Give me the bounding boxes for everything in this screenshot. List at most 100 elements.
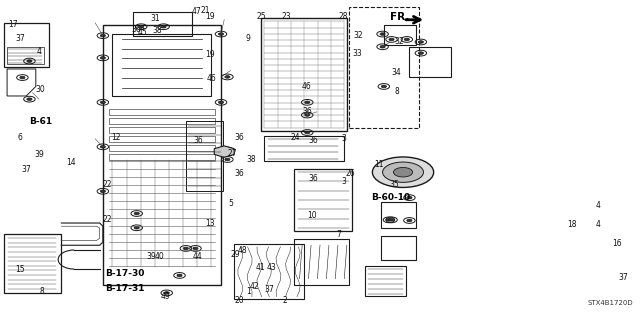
- Circle shape: [100, 56, 106, 59]
- Circle shape: [100, 190, 106, 193]
- Text: 14: 14: [66, 158, 76, 167]
- Circle shape: [380, 46, 385, 48]
- Bar: [103, 25, 221, 285]
- Text: 18: 18: [568, 220, 577, 229]
- Text: 40: 40: [155, 252, 164, 261]
- Bar: [381, 202, 416, 228]
- Circle shape: [27, 60, 32, 62]
- Circle shape: [134, 226, 140, 229]
- Bar: [133, 12, 191, 36]
- Text: 49: 49: [161, 292, 170, 300]
- Circle shape: [419, 41, 424, 43]
- Text: 3: 3: [342, 134, 347, 143]
- Text: 38: 38: [247, 155, 257, 164]
- Bar: [7, 47, 44, 64]
- Circle shape: [100, 101, 106, 104]
- Text: 47: 47: [192, 7, 202, 16]
- Text: 8: 8: [40, 287, 45, 296]
- Bar: [261, 18, 348, 131]
- Text: 35: 35: [390, 181, 399, 189]
- Text: 4: 4: [36, 47, 42, 56]
- Bar: [4, 234, 61, 293]
- Text: 36: 36: [234, 133, 244, 142]
- Text: 26: 26: [345, 169, 355, 178]
- Circle shape: [305, 131, 310, 134]
- Text: 36: 36: [308, 174, 319, 183]
- Text: 36: 36: [308, 136, 319, 145]
- Text: 36: 36: [302, 108, 312, 116]
- Text: 48: 48: [237, 246, 247, 255]
- Circle shape: [193, 247, 198, 250]
- Circle shape: [305, 101, 310, 104]
- Circle shape: [394, 167, 413, 177]
- Text: 19: 19: [205, 50, 214, 59]
- Text: B-17-30: B-17-30: [106, 269, 145, 278]
- Text: B-60-10: B-60-10: [371, 193, 410, 202]
- Text: 19: 19: [205, 12, 214, 21]
- Text: 4: 4: [595, 220, 600, 229]
- Bar: [410, 47, 451, 77]
- Text: 44: 44: [193, 252, 202, 261]
- Text: 24: 24: [291, 133, 301, 142]
- Circle shape: [389, 219, 394, 221]
- Circle shape: [404, 38, 410, 41]
- Text: 20: 20: [234, 296, 244, 305]
- Bar: [109, 136, 214, 142]
- Circle shape: [407, 219, 412, 222]
- Bar: [294, 169, 352, 231]
- Text: 37: 37: [21, 165, 31, 174]
- Bar: [264, 136, 344, 161]
- Text: 5: 5: [228, 199, 233, 208]
- Text: 23: 23: [282, 12, 291, 21]
- Circle shape: [372, 157, 434, 188]
- Bar: [234, 244, 304, 299]
- Bar: [365, 266, 406, 296]
- Text: 46: 46: [207, 74, 216, 83]
- Text: 9: 9: [245, 34, 250, 43]
- Text: 36: 36: [194, 136, 204, 145]
- Text: 41: 41: [256, 263, 266, 272]
- Text: 12: 12: [111, 133, 120, 142]
- Bar: [349, 7, 419, 128]
- Text: 17: 17: [9, 20, 19, 29]
- Text: 13: 13: [205, 219, 215, 227]
- Text: 27: 27: [228, 149, 237, 158]
- Circle shape: [419, 52, 424, 54]
- Text: 21: 21: [200, 6, 210, 15]
- Text: 39: 39: [34, 150, 44, 159]
- Bar: [381, 236, 416, 260]
- Circle shape: [225, 158, 230, 161]
- Text: 11: 11: [374, 160, 383, 169]
- Circle shape: [407, 196, 412, 199]
- Bar: [109, 109, 214, 115]
- Bar: [384, 25, 416, 45]
- Circle shape: [218, 101, 223, 104]
- Text: 4: 4: [595, 201, 600, 210]
- Circle shape: [164, 292, 170, 294]
- Circle shape: [139, 26, 144, 28]
- Text: 22: 22: [102, 181, 112, 189]
- Circle shape: [20, 76, 25, 79]
- Text: 28: 28: [339, 12, 348, 21]
- Circle shape: [380, 33, 385, 35]
- Text: 10: 10: [307, 211, 317, 219]
- Text: 34: 34: [392, 68, 401, 77]
- Circle shape: [218, 33, 223, 35]
- Text: 36: 36: [131, 25, 141, 34]
- Circle shape: [177, 274, 182, 277]
- Text: 8: 8: [394, 87, 399, 96]
- Text: 15: 15: [15, 264, 25, 274]
- Text: 42: 42: [250, 282, 259, 291]
- Text: 43: 43: [267, 263, 276, 272]
- Bar: [4, 23, 49, 67]
- Text: 45: 45: [138, 28, 147, 37]
- Text: 31: 31: [150, 14, 160, 23]
- Text: 7: 7: [337, 230, 342, 239]
- Text: 25: 25: [257, 12, 266, 21]
- Text: 38: 38: [152, 26, 162, 35]
- Bar: [109, 127, 214, 133]
- Bar: [109, 154, 214, 160]
- Circle shape: [134, 212, 140, 215]
- Circle shape: [100, 34, 106, 37]
- Bar: [109, 118, 214, 124]
